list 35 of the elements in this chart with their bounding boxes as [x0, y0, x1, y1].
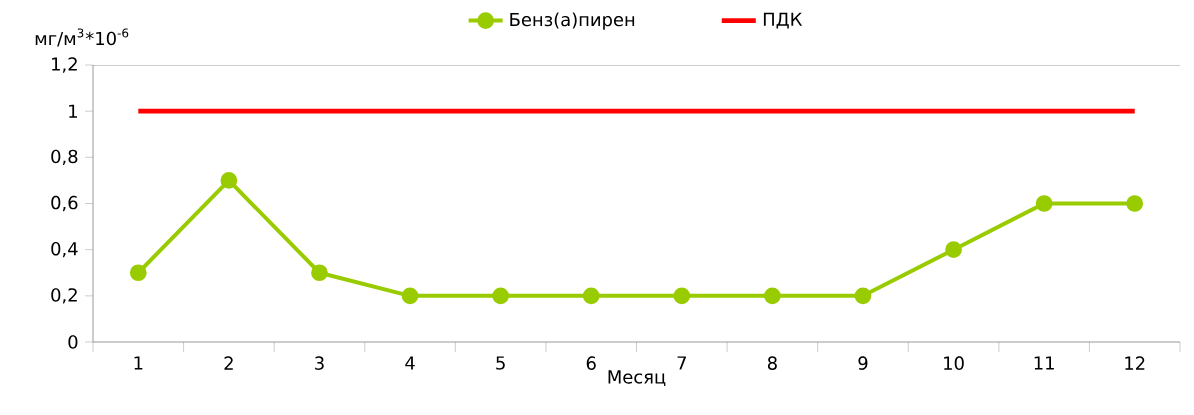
point [129, 264, 147, 282]
legend-label: Бенз(а)пирен [510, 12, 635, 30]
y-tick-label: 0,4 [51, 241, 78, 258]
point [401, 287, 419, 305]
x-tick-label: 6 [586, 356, 596, 370]
x-tick-label: 4 [405, 356, 415, 370]
y-tick-label: 0,6 [51, 195, 78, 212]
x-tick-label: 5 [496, 356, 505, 370]
point [311, 264, 328, 282]
point [492, 287, 510, 305]
x-tick-label: 8 [767, 356, 777, 370]
point [945, 241, 962, 259]
x-tick-label: 3 [315, 356, 324, 370]
point [1126, 195, 1144, 212]
legend-label: ПДК [763, 12, 803, 29]
y-tick-label: 0,2 [51, 288, 77, 304]
x-axis-title: Месяц [608, 370, 666, 386]
point [220, 172, 238, 189]
point [582, 287, 600, 305]
x-tick-label: 2 [224, 356, 233, 370]
x-tick-label: 1 [134, 356, 143, 370]
x-tick-label: 7 [677, 356, 686, 370]
point [854, 287, 872, 305]
y-axis-title: мг/м$^{3}$*10$^{-6}$ [35, 28, 129, 47]
x-tick-label: 12 [1125, 356, 1145, 370]
y-tick-label: 1,2 [52, 57, 77, 73]
y-tick-label: 0 [68, 335, 78, 349]
y-tick-label: 1 [69, 104, 77, 118]
x-tick-label: 10 [944, 356, 964, 370]
x-tick-label: 9 [858, 356, 868, 370]
point [673, 287, 691, 305]
point [1035, 195, 1053, 212]
y-tick-label: 0,8 [51, 149, 78, 166]
point [764, 287, 781, 305]
x-tick-label: 11 [1034, 356, 1054, 370]
